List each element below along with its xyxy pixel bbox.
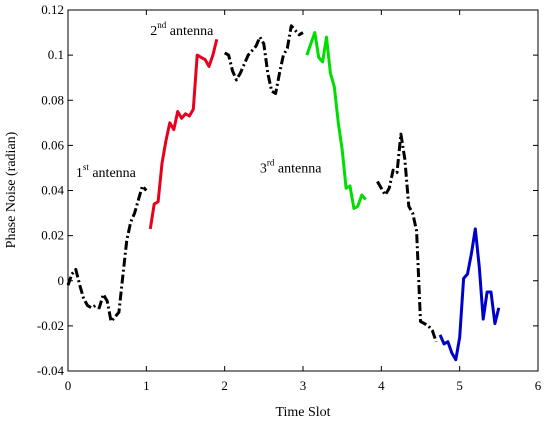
x-tick-label: 0 <box>65 378 72 393</box>
annotation-number: 3 <box>260 161 267 176</box>
x-tick-label: 2 <box>221 378 228 393</box>
series-line-5 <box>376 132 438 343</box>
y-tick-label: 0.06 <box>41 137 64 152</box>
y-tick-label: 0.08 <box>41 92 64 107</box>
annotation-number: 2 <box>150 24 157 39</box>
plot-frame <box>67 9 539 372</box>
antenna-annotation-3: 3rd antenna <box>260 157 322 176</box>
y-tick-label: 0.04 <box>41 183 64 198</box>
annotation-text: antenna <box>89 166 137 181</box>
x-tick-label: 6 <box>535 378 542 393</box>
x-tick-label: 3 <box>300 378 307 393</box>
series-layer <box>66 24 501 362</box>
y-tick-label: 0.12 <box>41 2 64 17</box>
y-tick-label: 0.1 <box>48 47 64 62</box>
series-line-6 <box>438 227 501 362</box>
x-tick-label: 5 <box>456 378 463 393</box>
annotation-text: antenna <box>166 24 214 39</box>
annotation-text: antenna <box>274 161 322 176</box>
annotation-ordinal: st <box>83 162 90 172</box>
y-tick-label: 0.02 <box>41 228 64 243</box>
y-tick-label: 0 <box>58 273 65 288</box>
y-tick-label: -0.02 <box>37 318 64 333</box>
antenna-annotation-1: 1st antenna <box>76 162 137 181</box>
y-tick-label: -0.04 <box>37 363 65 378</box>
y-axis-label: Phase Noise (radian) <box>4 131 19 248</box>
x-axis-label: Time Slot <box>275 405 330 420</box>
series-line-1 <box>66 184 148 323</box>
x-tick-label: 1 <box>143 378 150 393</box>
x-tick-label: 4 <box>378 378 385 393</box>
annotation-ordinal: nd <box>157 20 167 30</box>
axis-ticks: 0 1 2 3 4 5 6 -0.04 -0.02 0 0.02 0.04 0.06 0.08 0.1 0.1… <box>37 2 542 393</box>
series-line-2 <box>148 38 219 230</box>
series-line-3 <box>223 24 304 95</box>
annotation-number: 1 <box>76 166 83 181</box>
antenna-annotation-2: 2nd antenna <box>150 20 214 39</box>
series-line-4 <box>305 31 367 210</box>
annotation-ordinal: rd <box>267 157 275 167</box>
